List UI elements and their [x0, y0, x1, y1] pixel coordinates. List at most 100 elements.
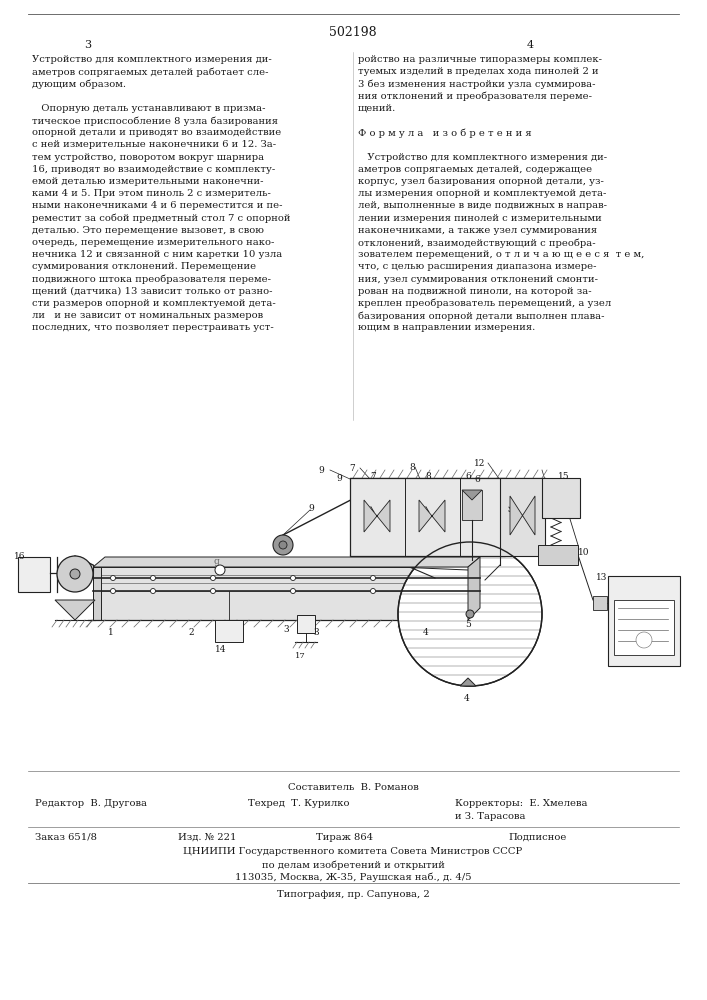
Bar — [614, 600, 674, 655]
Text: 14: 14 — [215, 645, 226, 654]
Text: 7: 7 — [370, 472, 375, 481]
Polygon shape — [468, 557, 480, 620]
Text: Заказ 651/8: Заказ 651/8 — [35, 833, 97, 842]
Bar — [18, 557, 50, 592]
Bar — [538, 545, 578, 565]
Circle shape — [151, 588, 156, 593]
Polygon shape — [364, 500, 390, 532]
Text: 5: 5 — [465, 620, 471, 629]
Text: ными наконечниками 4 и 6 переместится и пе-: ными наконечниками 4 и 6 переместится и … — [32, 201, 283, 210]
Text: деталью. Это перемещение вызовет, в свою: деталью. Это перемещение вызовет, в свою — [32, 226, 264, 235]
Text: Опорную деталь устанавливают в призма-: Опорную деталь устанавливают в призма- — [32, 104, 266, 113]
Text: рован на подвижной пиноли, на которой за-: рован на подвижной пиноли, на которой за… — [358, 287, 592, 296]
Text: Составитель  В. Романов: Составитель В. Романов — [288, 783, 419, 792]
Circle shape — [151, 576, 156, 580]
Circle shape — [215, 565, 225, 575]
Bar — [462, 490, 482, 520]
Text: очередь, перемещение измерительного нако-: очередь, перемещение измерительного нако… — [32, 238, 274, 247]
Text: Редактор  В. Другова: Редактор В. Другова — [35, 799, 147, 808]
Text: 16, приводят во взаимодействие с комплекту-: 16, приводят во взаимодействие с комплек… — [32, 165, 275, 174]
Text: Изд. № 221: Изд. № 221 — [178, 833, 237, 842]
Text: ЦНИИПИ Государственного комитета Совета Министров СССР: ЦНИИПИ Государственного комитета Совета … — [183, 847, 522, 856]
Text: 4: 4 — [423, 628, 428, 637]
Text: 6: 6 — [474, 475, 480, 484]
Circle shape — [291, 588, 296, 593]
Text: корпус, узел базирования опорной детали, уз-: корпус, узел базирования опорной детали,… — [358, 177, 604, 186]
Text: Типография, пр. Сапунова, 2: Типография, пр. Сапунова, 2 — [276, 890, 429, 899]
Text: аметров сопрягаемых деталей работает сле-: аметров сопрягаемых деталей работает сле… — [32, 67, 269, 77]
Text: 113035, Москва, Ж-35, Раушская наб., д. 4/5: 113035, Москва, Ж-35, Раушская наб., д. … — [235, 873, 472, 882]
Text: ющим в направлении измерения.: ющим в направлении измерения. — [358, 323, 535, 332]
Text: по делам изобретений и открытий: по делам изобретений и открытий — [262, 860, 445, 869]
Text: 8: 8 — [425, 472, 431, 481]
Circle shape — [466, 610, 474, 618]
Text: щений (датчика) 13 зависит только от разно-: щений (датчика) 13 зависит только от раз… — [32, 287, 272, 296]
Text: 17: 17 — [295, 652, 305, 660]
Text: суммирования отклонений. Перемещение: суммирования отклонений. Перемещение — [32, 262, 256, 271]
Text: 15: 15 — [558, 472, 570, 481]
Text: реместит за собой предметный стол 7 с опорной: реместит за собой предметный стол 7 с оп… — [32, 214, 291, 223]
Circle shape — [370, 588, 375, 593]
Text: подвижного штока преобразователя переме-: подвижного штока преобразователя переме- — [32, 275, 271, 284]
Text: базирования опорной детали выполнен плава-: базирования опорной детали выполнен плав… — [358, 311, 604, 321]
Circle shape — [636, 632, 652, 648]
Text: отклонений, взаимодействующий с преобра-: отклонений, взаимодействующий с преобра- — [358, 238, 595, 247]
Circle shape — [110, 576, 115, 580]
Text: 3: 3 — [283, 625, 288, 634]
Polygon shape — [460, 678, 476, 686]
Text: Ф о р м у л а   и з о б р е т е н и я: Ф о р м у л а и з о б р е т е н и я — [358, 128, 532, 138]
Circle shape — [398, 542, 542, 686]
Text: тем устройство, поворотом вокруг шарнира: тем устройство, поворотом вокруг шарнира — [32, 153, 264, 162]
Text: аметров сопрягаемых деталей, содержащее: аметров сопрягаемых деталей, содержащее — [358, 165, 592, 174]
Circle shape — [110, 588, 115, 593]
Bar — [215, 620, 243, 642]
Text: 9: 9 — [308, 504, 314, 513]
Circle shape — [279, 541, 287, 549]
Text: опорной детали и приводят во взаимодействие: опорной детали и приводят во взаимодейст… — [32, 128, 281, 137]
Text: Тираж 864: Тираж 864 — [316, 833, 373, 842]
Text: Корректоры:  Е. Хмелева: Корректоры: Е. Хмелева — [455, 799, 588, 808]
Text: 502198: 502198 — [329, 26, 377, 39]
Text: Техред  Т. Курилко: Техред Т. Курилко — [248, 799, 349, 808]
Text: Устройство для комплектного измерения ди-: Устройство для комплектного измерения ди… — [358, 153, 607, 162]
Text: 9: 9 — [336, 474, 341, 483]
Text: 2: 2 — [188, 628, 194, 637]
Circle shape — [370, 576, 375, 580]
Text: ли   и не зависит от номинальных размеров: ли и не зависит от номинальных размеров — [32, 311, 263, 320]
Bar — [500, 478, 545, 556]
Text: дующим образом.: дующим образом. — [32, 79, 126, 89]
Text: нечника 12 и связанной с ним каретки 10 узла: нечника 12 и связанной с ним каретки 10 … — [32, 250, 282, 259]
Text: 16: 16 — [14, 552, 25, 561]
Text: и З. Тарасова: и З. Тарасова — [455, 812, 525, 821]
Circle shape — [211, 576, 216, 580]
Circle shape — [57, 556, 93, 592]
Text: щений.: щений. — [358, 104, 396, 113]
Polygon shape — [510, 496, 535, 535]
Text: ройство на различные типоразмеры комплек-: ройство на различные типоразмеры комплек… — [358, 55, 602, 64]
Text: 3: 3 — [313, 628, 319, 637]
Text: лей, выполненные в виде подвижных в направ-: лей, выполненные в виде подвижных в напр… — [358, 201, 607, 210]
Text: сти размеров опорной и комплектуемой дета-: сти размеров опорной и комплектуемой дет… — [32, 299, 276, 308]
Text: 9: 9 — [318, 466, 324, 475]
Text: 10: 10 — [578, 548, 590, 557]
Text: с ней измерительные наконечники 6 и 12. За-: с ней измерительные наконечники 6 и 12. … — [32, 140, 276, 149]
Text: ками 4 и 5. При этом пиноль 2 с измеритель-: ками 4 и 5. При этом пиноль 2 с измерите… — [32, 189, 271, 198]
Text: 11: 11 — [562, 546, 573, 555]
Text: зователем перемещений, о т л и ч а ю щ е е с я  т е м,: зователем перемещений, о т л и ч а ю щ е… — [358, 250, 644, 259]
Polygon shape — [93, 557, 480, 567]
Text: 4: 4 — [527, 40, 534, 50]
Bar — [593, 596, 607, 610]
Polygon shape — [419, 500, 445, 532]
Text: ния отклонений и преобразователя переме-: ния отклонений и преобразователя переме- — [358, 92, 592, 101]
Text: тическое приспособление 8 узла базирования: тическое приспособление 8 узла базирован… — [32, 116, 278, 125]
Polygon shape — [55, 600, 95, 620]
Text: 4: 4 — [464, 694, 469, 703]
Bar — [297, 615, 315, 633]
Text: наконечниками, а также узел суммирования: наконечниками, а также узел суммирования — [358, 226, 597, 235]
Polygon shape — [462, 490, 482, 500]
Bar — [93, 567, 468, 620]
Circle shape — [291, 576, 296, 580]
Text: что, с целью расширения диапазона измере-: что, с целью расширения диапазона измере… — [358, 262, 597, 271]
Text: 1: 1 — [108, 628, 114, 637]
Text: лы измерения опорной и комплектуемой дета-: лы измерения опорной и комплектуемой дет… — [358, 189, 607, 198]
